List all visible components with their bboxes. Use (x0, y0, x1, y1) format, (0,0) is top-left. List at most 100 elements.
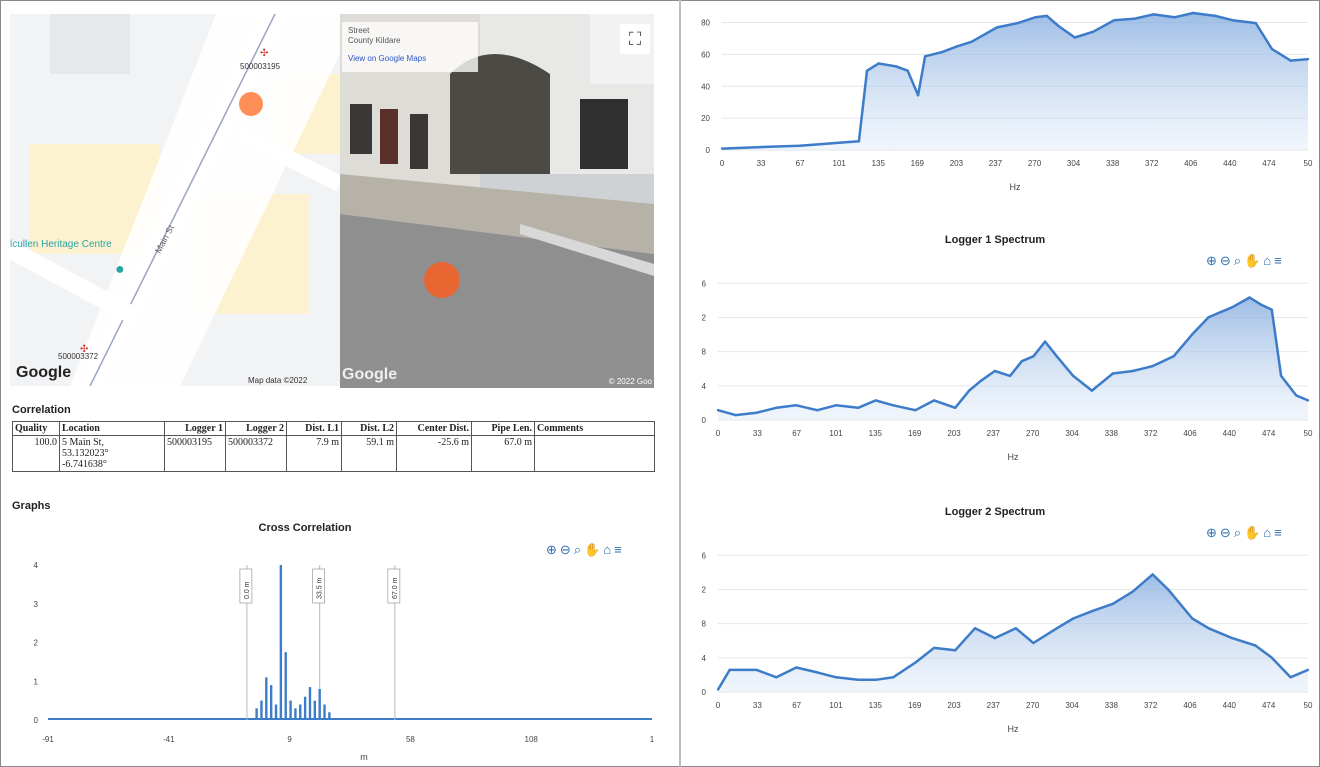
series-line (717, 296, 1309, 417)
x-tick-label: 33 (757, 159, 766, 168)
pan-hand-icon[interactable]: ✋ (1244, 253, 1263, 268)
street-view-image[interactable] (340, 14, 654, 388)
menu-icon[interactable]: ≡ (1274, 253, 1284, 268)
fullscreen-button[interactable]: ⛶ (620, 24, 650, 54)
zoom-out-icon[interactable]: ⊖ (559, 542, 573, 557)
data-point (995, 26, 999, 29)
zoom-out-icon[interactable]: ⊖ (1219, 525, 1233, 540)
data-point (775, 406, 778, 409)
data-point (795, 666, 798, 669)
logger1-spectrum-chart[interactable]: 0 4 8 2 6 0 33 67 101 135 169 203 237 270 304 338 372 406… (690, 268, 1315, 473)
zoom-in-icon[interactable]: ⊕ (1206, 525, 1219, 540)
graphs-heading: Graphs (12, 500, 51, 512)
x-tick-label: 270 (1026, 429, 1040, 438)
place-marker-icon[interactable]: ● (115, 261, 125, 278)
spectrum-chart[interactable]: 0 20 40 60 80 0 33 67 101 135 169 203 237 270 304 338 37… (690, 8, 1315, 208)
data-point (1032, 355, 1035, 358)
bar (313, 700, 317, 720)
y-tick-label: 2 (34, 639, 39, 648)
col-logger2: Logger 2 (225, 421, 287, 436)
y-tick-label: 0 (702, 416, 707, 425)
magnifier-icon[interactable]: ⌕ (573, 542, 584, 557)
cross-correlation-title: Cross Correlation (258, 522, 352, 534)
series-area (722, 13, 1308, 150)
data-point (956, 44, 959, 48)
street-view-panel[interactable]: Street County Kildare View on Google Map… (340, 14, 654, 388)
pan-hand-icon[interactable]: ✋ (1244, 525, 1263, 540)
data-point (1016, 21, 1020, 25)
cross-correlation-chart[interactable]: 0 1 2 3 4 -91 -41 9 58 108 1 m 0.0 m 33.5 m 67.0 m (20, 555, 665, 765)
data-point (856, 678, 860, 681)
x-tick-label: 0 (716, 429, 721, 438)
home-icon[interactable]: ⌂ (1263, 525, 1274, 540)
data-point (716, 409, 720, 412)
x-tick-label: 108 (525, 735, 539, 744)
data-point (993, 369, 997, 373)
data-point (1207, 315, 1210, 319)
y-tick-label: 4 (702, 382, 707, 391)
x-tick-label: 372 (1144, 701, 1158, 710)
y-tick-label: 8 (702, 620, 707, 629)
data-point (1260, 303, 1263, 307)
logger2-pin-icon[interactable]: ✣ (80, 344, 88, 355)
home-icon[interactable]: ⌂ (603, 542, 614, 557)
home-icon[interactable]: ⌂ (1263, 253, 1274, 268)
x-tick-label: 270 (1026, 701, 1040, 710)
pan-hand-icon[interactable]: ✋ (584, 542, 603, 557)
street-view-info-line1: Street (348, 26, 370, 35)
data-point (1191, 617, 1194, 620)
data-point (816, 671, 819, 674)
menu-icon[interactable]: ≡ (1274, 525, 1284, 540)
y-tick-label: 1 (34, 677, 39, 686)
menu-icon[interactable]: ≡ (614, 542, 624, 557)
cell-location-line2: 53.132023° (62, 448, 109, 459)
data-point (892, 404, 895, 407)
y-tick-label: 60 (701, 50, 710, 59)
x-tick-label: 406 (1184, 159, 1198, 168)
data-point (1166, 587, 1170, 591)
data-point (914, 409, 917, 412)
logger2-spectrum-chart[interactable]: 0 4 8 2 6 0 33 67 101 135 169 203 237 270 304 338 372 406… (690, 540, 1315, 745)
street-view-google-logo: Google (342, 366, 398, 383)
map-panel[interactable]: 500003195 500003372 ✣ ✣ lcullen Heritage… (10, 14, 340, 386)
x-tick-label: -91 (42, 735, 54, 744)
cell-comments (534, 435, 655, 472)
cell-pipe-len: 67.0 m (471, 435, 535, 472)
x-tick-label: 101 (833, 159, 847, 168)
data-point (1057, 24, 1060, 28)
zoom-in-icon[interactable]: ⊕ (1206, 253, 1219, 268)
x-tick-label: 203 (947, 701, 961, 710)
data-point (1034, 16, 1037, 19)
bar (328, 712, 331, 720)
x-tick-label: 406 (1183, 429, 1197, 438)
zoom-out-icon[interactable]: ⊖ (1219, 253, 1233, 268)
data-point (1191, 333, 1194, 336)
data-point (1270, 47, 1274, 51)
view-on-google-maps-link[interactable]: View on Google Maps (348, 54, 427, 63)
magnifier-icon[interactable]: ⌕ (1233, 253, 1244, 268)
x-tick-label: 135 (872, 159, 886, 168)
bar (299, 704, 302, 720)
x-tick-label: 440 (1223, 429, 1237, 438)
x-tick-label: 135 (869, 701, 883, 710)
data-point (953, 649, 957, 652)
logger1-pin-icon[interactable]: ✣ (260, 48, 268, 59)
data-point (1045, 14, 1049, 18)
cell-logger1: 500003195 (164, 435, 226, 472)
bar (260, 700, 263, 720)
map-google-logo: Google (16, 364, 72, 381)
col-comments: Comments (534, 421, 655, 436)
data-point (1020, 360, 1023, 363)
bar (289, 700, 292, 720)
x-tick-label: 101 (829, 429, 843, 438)
poi-label[interactable]: lcullen Heritage Centre (10, 239, 112, 250)
data-point (1230, 636, 1234, 640)
data-point (874, 678, 877, 681)
magnifier-icon[interactable]: ⌕ (1233, 525, 1244, 540)
map-canvas[interactable]: 500003195 500003372 ✣ ✣ lcullen Heritage… (10, 14, 340, 386)
zoom-in-icon[interactable]: ⊕ (546, 542, 559, 557)
data-point (923, 55, 927, 58)
col-location: Location (59, 421, 165, 436)
data-point (906, 69, 909, 72)
x-tick-label: 50 (1304, 159, 1313, 168)
